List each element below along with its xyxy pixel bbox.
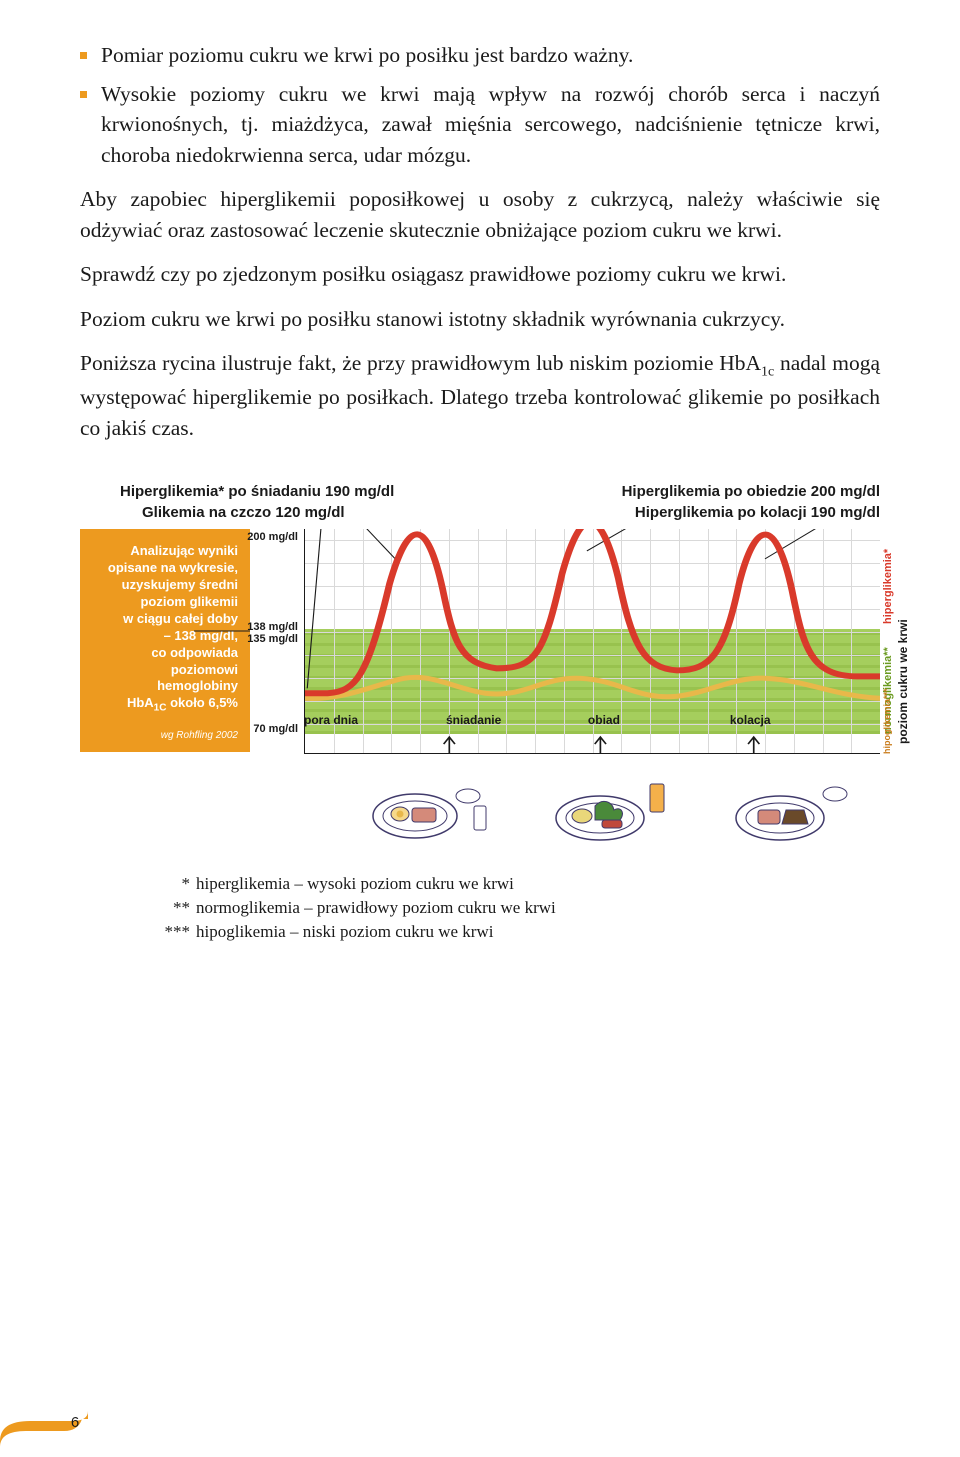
plate-dinner-icon xyxy=(720,776,860,842)
side-labels: hiperglikemia* normoglikemia** hipoglike… xyxy=(882,529,900,753)
plate-lunch-icon xyxy=(540,776,680,842)
page-number: 6 xyxy=(60,1414,90,1431)
side-hypoglycemia: hipoglikemia*** xyxy=(882,689,892,755)
meal-arrow-icon xyxy=(748,737,759,753)
bullet-item: Pomiar poziomu cukru we krwi po posiłku … xyxy=(80,40,880,71)
paragraph: Aby zapobiec hiperglikemii poposiłkowej … xyxy=(80,184,880,245)
paragraph: Sprawdź czy po zjedzonym posiłku osiągas… xyxy=(80,259,880,290)
subscript: 1c xyxy=(761,364,774,379)
xlabel-breakfast: śniadanie xyxy=(446,713,501,727)
glycemia-chart: Hiperglikemia* po śniadaniu 190 mg/dl Hi… xyxy=(80,483,880,842)
meal-plates xyxy=(360,776,880,842)
footnote: * hiperglikemia – wysoki poziom cukru we… xyxy=(150,872,880,896)
bullet-marker-icon xyxy=(80,52,87,59)
ytick: 138 mg/dl xyxy=(247,621,298,633)
info-line: uzyskujemy średni xyxy=(92,577,238,594)
chart-callouts-top: Hiperglikemia* po śniadaniu 190 mg/dl Hi… xyxy=(120,483,880,502)
footnote-stars: ** xyxy=(150,896,190,920)
side-hyperglycemia: hiperglikemia* xyxy=(882,549,894,624)
bullet-marker-icon xyxy=(80,91,87,98)
footnote-stars: *** xyxy=(150,920,190,944)
ytick: 70 mg/dl xyxy=(253,723,298,735)
side-axis-title: poziom cukru we krwi xyxy=(896,620,910,745)
ytick: 200 mg/dl xyxy=(247,531,298,543)
paragraph: Poziom cukru we krwi po posiłku stanowi … xyxy=(80,304,880,335)
callout-lunch: Hiperglikemia po obiedzie 200 mg/dl xyxy=(622,483,880,500)
x-axis-title: pora dnia xyxy=(304,713,358,727)
text: Poniższa rycina ilustruje fakt, że przy … xyxy=(80,351,761,375)
footnote-stars: * xyxy=(150,872,190,896)
footnote: ** normoglikemia – prawidłowy poziom cuk… xyxy=(150,896,880,920)
bullet-list: Pomiar poziomu cukru we krwi po posiłku … xyxy=(80,40,880,170)
meal-arrow-icon xyxy=(595,737,606,753)
info-hba1c: HbA1C około 6,5% xyxy=(92,695,238,715)
ytick: 135 mg/dl xyxy=(247,633,298,645)
red-line xyxy=(305,529,880,693)
footnote-text: hipoglikemia – niski poziom cukru we krw… xyxy=(196,920,493,944)
y-axis: 200 mg/dl 138 mg/dl 135 mg/dl 70 mg/dl xyxy=(250,529,304,758)
callout-breakfast: Hiperglikemia* po śniadaniu 190 mg/dl xyxy=(120,483,394,500)
info-line: co odpowiada xyxy=(92,645,238,662)
info-line: opisane na wykresie, xyxy=(92,560,238,577)
callout-dinner: Hiperglikemia po kolacji 190 mg/dl xyxy=(635,504,880,521)
bullet-item: Wysokie poziomy cukru we krwi mają wpływ… xyxy=(80,79,880,171)
info-source: wg Rohfling 2002 xyxy=(92,729,238,742)
footnote-text: normoglikemia – prawidłowy poziom cukru … xyxy=(196,896,556,920)
info-line: w ciągu całej doby xyxy=(92,611,238,628)
bullet-text: Pomiar poziomu cukru we krwi po posiłku … xyxy=(101,40,880,71)
footnotes: * hiperglikemia – wysoki poziom cukru we… xyxy=(150,872,880,943)
info-line: Analizując wyniki xyxy=(92,543,238,560)
footnote: *** hipoglikemia – niski poziom cukru we… xyxy=(150,920,880,944)
yellow-line xyxy=(305,678,880,699)
xlabel-dinner: kolacja xyxy=(730,713,771,727)
callout-fasting: Glikemia na czczo 120 mg/dl xyxy=(142,504,345,521)
info-line: hemoglobiny xyxy=(92,678,238,695)
bullet-text: Wysokie poziomy cukru we krwi mają wpływ… xyxy=(101,79,880,171)
meal-arrow-icon xyxy=(444,737,455,753)
footnote-text: hiperglikemia – wysoki poziom cukru we k… xyxy=(196,872,514,896)
chart-info-box: Analizując wyniki opisane na wykresie, u… xyxy=(80,529,250,752)
xlabel-lunch: obiad xyxy=(588,713,620,727)
plate-breakfast-icon xyxy=(360,776,500,842)
info-line: poziomowi xyxy=(92,662,238,679)
chart-callouts-row2: Glikemia na czczo 120 mg/dl Hiperglikemi… xyxy=(142,504,880,523)
leader-line xyxy=(194,627,250,635)
info-line: poziom glikemii xyxy=(92,594,238,611)
paragraph-hba1c: Poniższa rycina ilustruje fakt, że przy … xyxy=(80,348,880,443)
